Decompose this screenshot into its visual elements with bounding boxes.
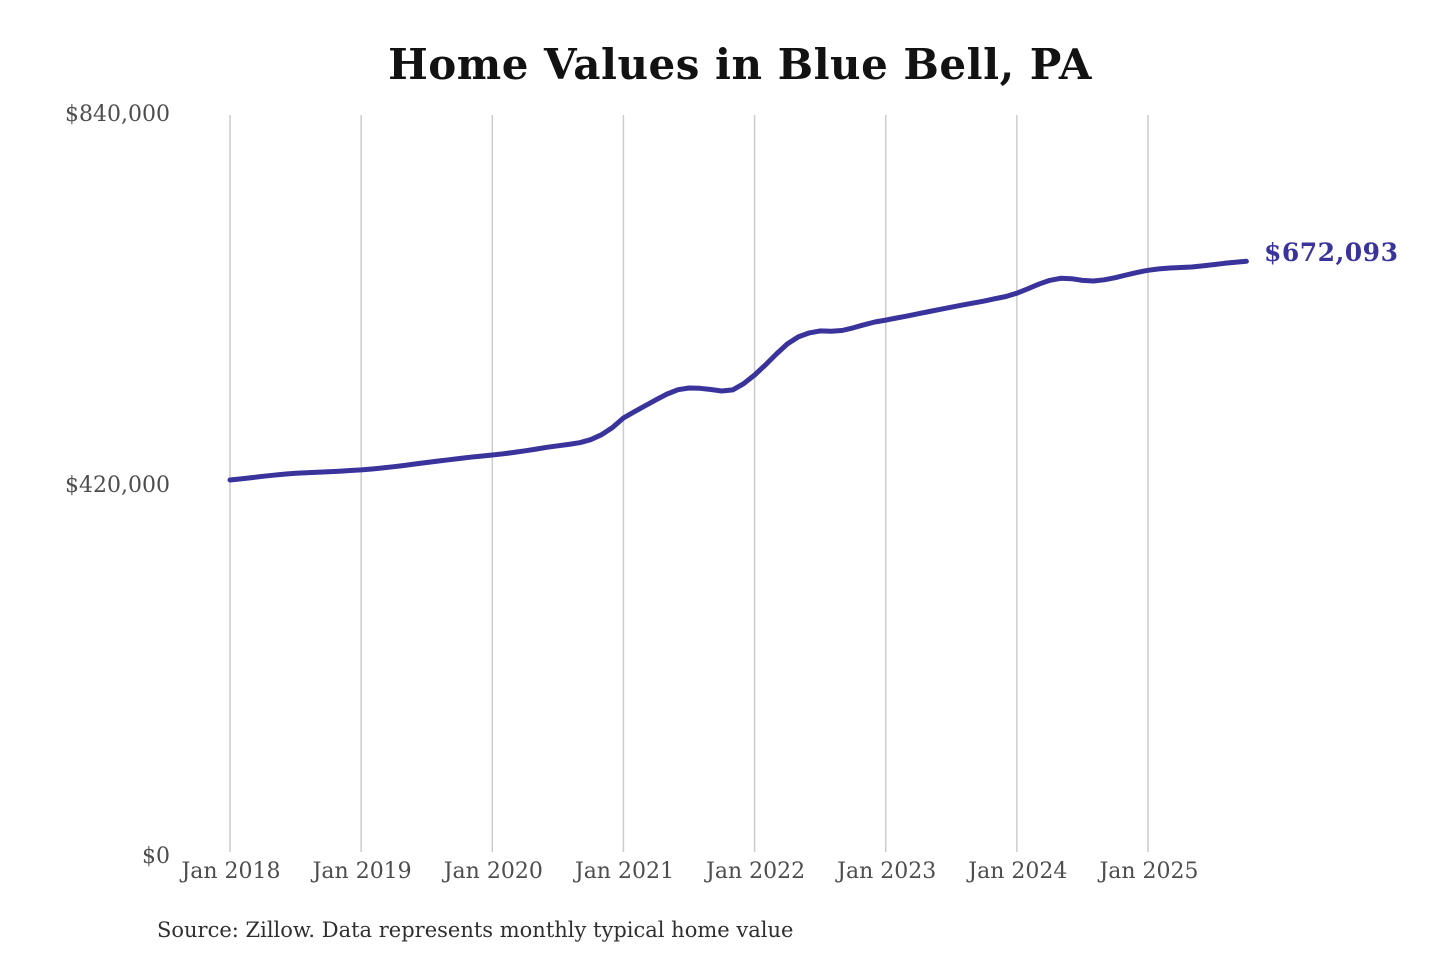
- y-axis-tick-label: $0: [142, 844, 170, 869]
- x-axis-tick-label: Jan 2021: [573, 859, 674, 884]
- x-axis-tick-label: Jan 2022: [704, 859, 805, 884]
- chart-title: Home Values in Blue Bell, PA: [388, 40, 1092, 89]
- y-axis-tick-label: $840,000: [65, 102, 170, 127]
- y-axis-tick-label: $420,000: [65, 473, 170, 498]
- x-axis-tick-label: Jan 2020: [442, 859, 543, 884]
- x-axis-tick-label: Jan 2024: [966, 859, 1067, 884]
- x-axis-tick-label: Jan 2023: [835, 859, 936, 884]
- x-axis-tick-label: Jan 2019: [311, 859, 412, 884]
- source-note: Source: Zillow. Data represents monthly …: [157, 918, 794, 942]
- x-axis-tick-label: Jan 2018: [179, 859, 280, 884]
- x-axis-tick-label: Jan 2025: [1097, 859, 1198, 884]
- latest-value-label: $672,093: [1264, 238, 1399, 267]
- home-value-line: [227, 258, 1249, 483]
